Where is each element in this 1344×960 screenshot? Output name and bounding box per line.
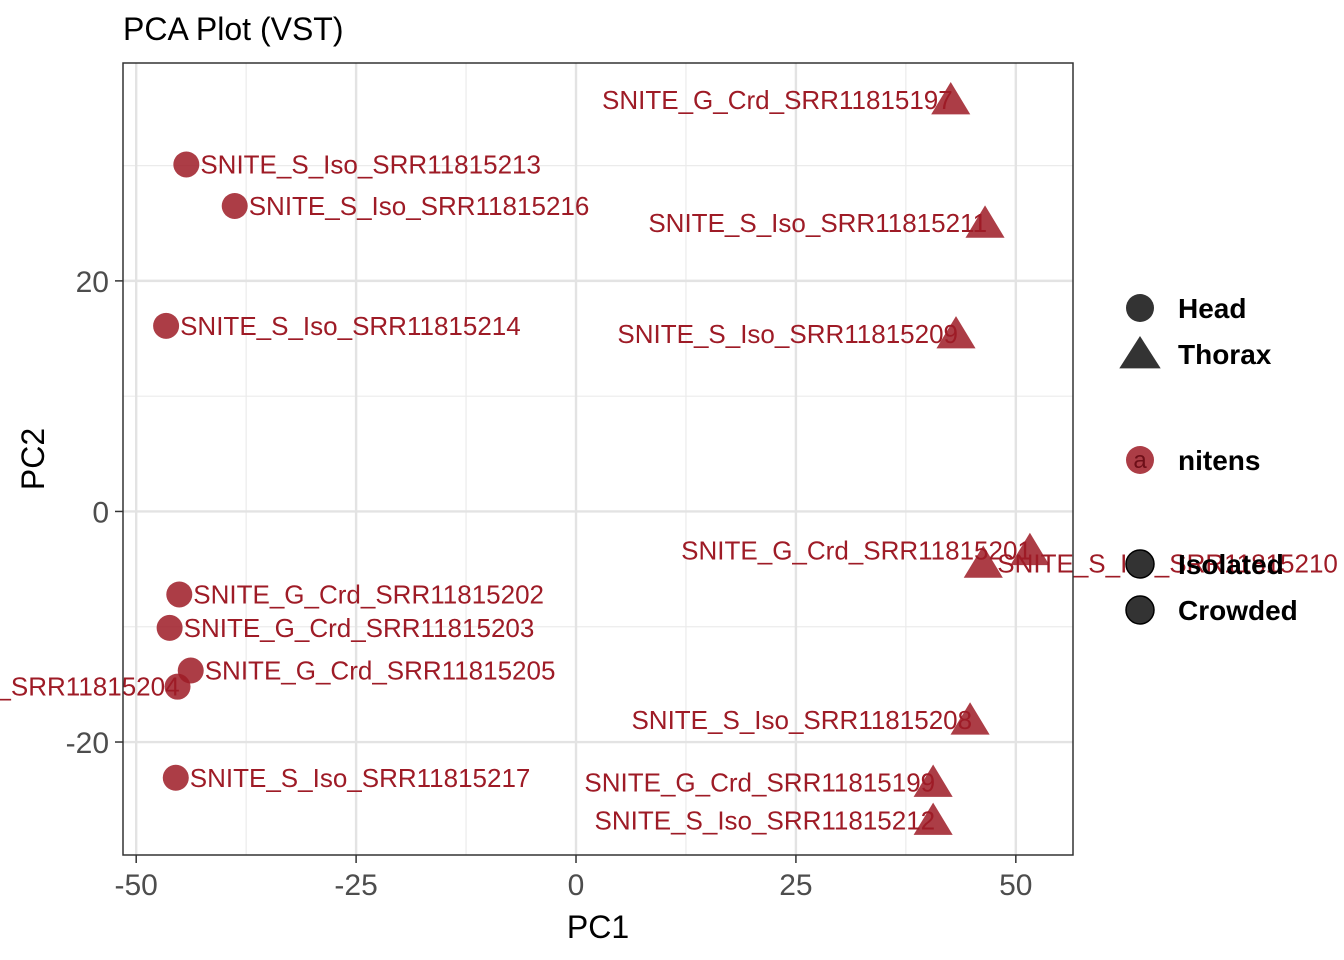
chart-title: PCA Plot (VST) (123, 11, 344, 47)
legend-label: Isolated (1178, 549, 1284, 580)
plot-panel-border (122, 62, 1074, 856)
x-axis-ticks: -50 -25 0 25 50 (115, 855, 1033, 902)
y-tick-label: 0 (92, 496, 109, 529)
data-point-label: SNITE_S_Iso_SRR11815217 (190, 763, 531, 793)
data-point-circle (153, 312, 180, 339)
legend-key-triangle (1119, 336, 1161, 369)
data-point-triangle (931, 82, 971, 115)
data-point-label: SNITE_G_Crd_SRR11815205 (205, 656, 556, 686)
legend-key-nitens (1126, 446, 1154, 474)
data-point-label: SNITE_S_Iso_SRR11815213 (200, 149, 541, 179)
legend-label: Head (1178, 293, 1246, 324)
data-point-label: SNITE_G_Crd_SRR11815202 (193, 579, 544, 609)
x-axis-title: PC1 (567, 909, 629, 945)
data-point-triangle (913, 802, 953, 835)
data-point-label: SNITE_S_Iso_SRR11815212 (595, 805, 936, 835)
x-tick-label: 0 (568, 869, 585, 902)
data-point-label: SNITE_S_Iso_SRR11815210 (997, 548, 1338, 578)
data-point-triangle (913, 764, 953, 797)
data-point-label: SNITE_S_Iso_SRR11815211 (648, 208, 987, 238)
legend-key-circle (1126, 294, 1154, 322)
x-tick-label: -25 (334, 869, 377, 902)
grid-minor (123, 63, 1073, 855)
data-point-label: SNITE_G_Crd_SRR11815204 (0, 672, 180, 702)
legend: Head Thorax a nitens Isolated Crowded (1119, 293, 1298, 626)
legend-label: nitens (1178, 445, 1260, 476)
data-point-triangle (1010, 532, 1050, 566)
legend-label: Thorax (1178, 339, 1272, 370)
legend-key-circle (1125, 595, 1155, 625)
y-tick-label: -20 (66, 727, 109, 760)
data-point-circle (164, 673, 191, 700)
x-tick-label: 50 (999, 869, 1032, 902)
data-point-label: SNITE_G_Crd_SRR11815203 (184, 613, 535, 643)
data-point-triangle (950, 702, 990, 735)
data-point-circle (166, 581, 193, 608)
point-labels: SNITE_G_Crd_SRR11815197 SNITE_S_Iso_SRR11… (0, 85, 1338, 836)
data-point-circle (221, 192, 248, 219)
data-point-triangle (963, 545, 1003, 578)
grid-major (123, 63, 1073, 855)
data-point-label: SNITE_S_Iso_SRR11815214 (180, 311, 521, 341)
data-points (153, 82, 1050, 835)
data-point-label: SNITE_G_Crd_SRR11815197 (602, 85, 953, 115)
data-point-triangle (936, 316, 976, 349)
data-point-circle (162, 764, 189, 791)
data-point-label: SNITE_G_Crd_SRR11815201 (681, 536, 1032, 566)
y-axis-title: PC2 (15, 428, 51, 490)
legend-key-glyph: a (1133, 447, 1147, 474)
data-point-circle (156, 614, 183, 641)
y-tick-label: 20 (76, 266, 109, 299)
x-tick-label: 25 (779, 869, 812, 902)
data-point-label: SNITE_S_Iso_SRR11815208 (631, 705, 972, 735)
legend-key-circle (1125, 549, 1155, 579)
data-point-label: SNITE_G_Crd_SRR11815199 (584, 767, 935, 797)
y-axis-ticks: -20 0 20 (66, 266, 123, 760)
data-point-label: SNITE_S_Iso_SRR11815209 (617, 319, 958, 349)
data-point-triangle (965, 205, 1005, 238)
data-point-label: SNITE_S_Iso_SRR11815216 (249, 191, 590, 221)
x-tick-label: -50 (115, 869, 158, 902)
data-point-circle (173, 151, 200, 178)
legend-label: Crowded (1178, 595, 1298, 626)
